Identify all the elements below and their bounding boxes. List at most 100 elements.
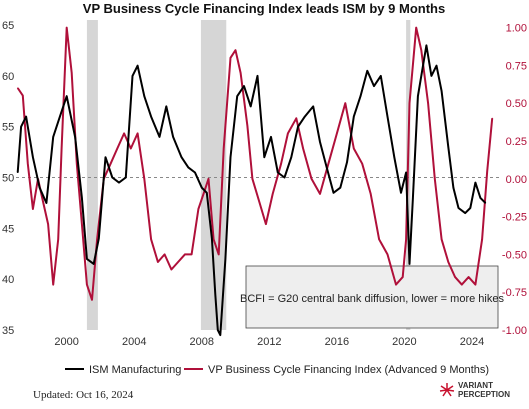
series-bcfi-point bbox=[234, 49, 237, 51]
series-bcfi-point bbox=[229, 57, 232, 59]
series-ism-point bbox=[98, 237, 100, 240]
right-tick-label: -0.75 bbox=[502, 287, 527, 299]
series-bcfi-point bbox=[481, 238, 483, 240]
series-ism-point bbox=[464, 212, 466, 214]
series-bcfi-point bbox=[287, 132, 289, 135]
series-ism-point bbox=[479, 197, 482, 199]
series-bcfi-point bbox=[461, 284, 463, 286]
series-ism-point bbox=[326, 166, 328, 168]
legend: ISM Manufacturing VP Business Cycle Fina… bbox=[65, 364, 489, 376]
series-bcfi-line bbox=[16, 26, 494, 301]
right-axis: -1.00 -0.75 -0.50 -0.25 0.00 0.25 0.50 0.75 1.00 bbox=[502, 23, 527, 337]
series-ism-point bbox=[201, 187, 203, 189]
right-tick-label: -0.50 bbox=[502, 249, 527, 261]
left-tick-label: 40 bbox=[2, 274, 14, 286]
right-tick-label: 0.50 bbox=[506, 98, 527, 110]
series-bcfi-point bbox=[123, 132, 125, 135]
series-bcfi-point bbox=[130, 147, 132, 150]
series-bcfi-point bbox=[91, 299, 93, 301]
left-tick-label: 50 bbox=[2, 173, 14, 185]
series-ism-point bbox=[425, 44, 427, 47]
series-bcfi-point bbox=[491, 117, 493, 119]
series-ism-point bbox=[219, 334, 221, 336]
series-ism-line bbox=[16, 44, 487, 337]
series-ism-point bbox=[435, 65, 438, 67]
series-bcfi-point bbox=[251, 178, 254, 180]
series-ism-point bbox=[332, 192, 335, 194]
annotation-text: BCFI = G20 central bank diffusion, lower… bbox=[240, 293, 504, 305]
series-ism-point bbox=[457, 207, 460, 209]
series-ism-point bbox=[386, 115, 389, 118]
series-ism-point bbox=[125, 176, 127, 179]
series-bcfi-point bbox=[57, 238, 59, 240]
series-ism-point bbox=[422, 65, 424, 67]
series-ism-point bbox=[20, 126, 22, 128]
brand-line1: VARIANT bbox=[458, 381, 493, 390]
series-bcfi-point bbox=[223, 147, 225, 150]
series-bcfi-point bbox=[440, 238, 443, 240]
series-bcfi-point bbox=[395, 284, 397, 286]
series-ism-point bbox=[277, 171, 279, 174]
series-ism-point bbox=[236, 95, 238, 97]
recession-band-0 bbox=[86, 20, 98, 330]
series-ism-point bbox=[339, 187, 341, 189]
right-tick-label: 1.00 bbox=[506, 23, 527, 35]
series-ism-point bbox=[165, 105, 167, 107]
series-bcfi-point bbox=[344, 102, 346, 104]
series-bcfi-point bbox=[32, 208, 34, 210]
series-bcfi-point bbox=[405, 238, 407, 240]
series-bcfi-point bbox=[310, 178, 313, 180]
series-bcfi-point bbox=[361, 163, 363, 165]
series-ism-point bbox=[93, 263, 95, 265]
series-ism-point bbox=[104, 156, 107, 158]
series-ism-point bbox=[366, 70, 368, 72]
series-ism-point bbox=[211, 237, 213, 240]
series-bcfi-point bbox=[81, 223, 83, 225]
x-tick-label: 2016 bbox=[325, 336, 349, 348]
series-ism-group bbox=[16, 44, 487, 337]
x-axis: 2000 2004 2008 2012 2016 2020 2024 bbox=[54, 336, 484, 348]
series-ism-point bbox=[45, 202, 47, 204]
series-ism-point bbox=[172, 136, 174, 138]
series-bcfi-point bbox=[272, 193, 274, 195]
brand-logo: VARIANT PERCEPTION bbox=[439, 381, 510, 399]
series-bcfi-point bbox=[116, 147, 118, 150]
series-ism-point bbox=[408, 263, 411, 265]
series-bcfi-point bbox=[336, 132, 338, 135]
left-tick-label: 45 bbox=[2, 223, 14, 235]
series-ism-point bbox=[346, 161, 348, 163]
series-bcfi-point bbox=[66, 26, 68, 29]
series-ism-point bbox=[131, 75, 134, 77]
series-ism-point bbox=[469, 207, 471, 209]
series-ism-point bbox=[187, 166, 189, 168]
legend-label-ism: ISM Manufacturing bbox=[89, 364, 181, 376]
series-bcfi-point bbox=[96, 238, 98, 240]
series-ism-point bbox=[229, 156, 232, 158]
series-bcfi-point bbox=[474, 284, 476, 286]
series-bcfi-point bbox=[415, 26, 417, 29]
series-ism-point bbox=[474, 182, 476, 184]
series-ism-point bbox=[400, 192, 402, 194]
series-ism-point bbox=[32, 156, 34, 158]
series-bcfi-point bbox=[378, 238, 380, 240]
series-ism-point bbox=[158, 136, 161, 138]
series-bcfi-point bbox=[402, 276, 404, 278]
chart-title: VP Business Cycle Financing Index leads … bbox=[83, 1, 445, 16]
series-ism-point bbox=[256, 75, 259, 77]
series-ism-point bbox=[194, 171, 196, 174]
series-ism-point bbox=[452, 187, 455, 189]
brand-line2: PERCEPTION bbox=[458, 390, 510, 399]
series-bcfi-point bbox=[447, 261, 449, 263]
series-ism-point bbox=[17, 171, 19, 174]
series-bcfi-point bbox=[47, 223, 49, 225]
series-ism-point bbox=[417, 95, 419, 97]
series-bcfi-point bbox=[184, 253, 186, 255]
series-ism-point bbox=[243, 85, 245, 87]
series-ism-point bbox=[52, 136, 54, 138]
series-bcfi-point bbox=[420, 49, 422, 51]
series-bcfi-point bbox=[164, 253, 166, 255]
series-bcfi-group bbox=[16, 26, 494, 301]
series-bcfi-point bbox=[353, 147, 355, 150]
series-bcfi-point bbox=[454, 276, 456, 278]
